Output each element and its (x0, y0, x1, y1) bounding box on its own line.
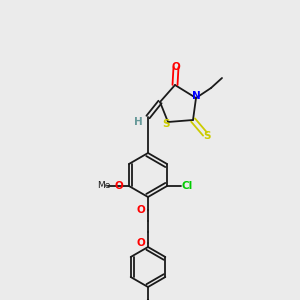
Text: O: O (136, 205, 146, 215)
Text: O: O (115, 181, 123, 191)
Text: O: O (136, 238, 146, 248)
Text: H: H (134, 117, 142, 127)
Text: S: S (203, 131, 211, 141)
Text: Cl: Cl (182, 181, 193, 191)
Text: O: O (172, 62, 180, 72)
Text: N: N (192, 91, 200, 101)
Text: S: S (162, 119, 170, 129)
Text: Me: Me (97, 182, 111, 190)
